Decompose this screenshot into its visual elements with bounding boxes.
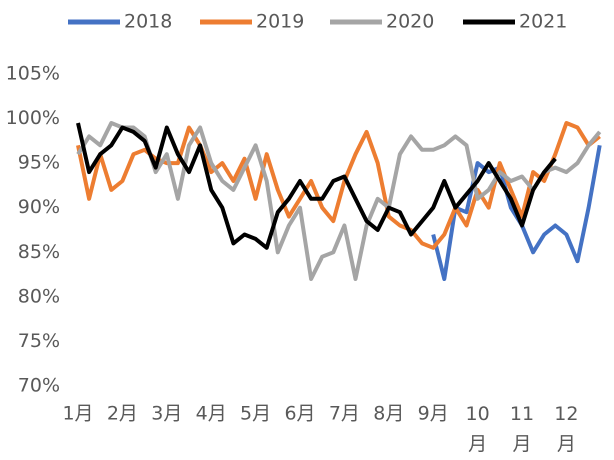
x-tick-label: 7月 <box>329 403 360 425</box>
x-tick-label: 10 月 <box>466 403 490 455</box>
x-tick-label: 4月 <box>196 403 227 425</box>
y-tick-label: 80% <box>18 285 60 307</box>
x-tick-label: 8月 <box>373 403 404 425</box>
x-tick-label: 6月 <box>284 403 315 425</box>
x-tick-label: 11 月 <box>510 403 534 455</box>
legend-label: 2020 <box>386 11 434 33</box>
x-tick-label: 1月 <box>62 403 93 425</box>
series-line <box>76 122 557 250</box>
y-tick-label: 70% <box>18 375 60 397</box>
y-tick-label: 85% <box>18 241 60 263</box>
x-tick-label-line: 月 <box>468 433 487 455</box>
legend-label: 2021 <box>519 11 567 33</box>
legend-label: 2018 <box>124 11 172 33</box>
series-line <box>76 121 602 281</box>
y-tick-label: 90% <box>18 196 60 218</box>
x-tick-label-line: 12 <box>554 403 578 425</box>
y-tick-label: 100% <box>6 107 60 129</box>
y-tick-label: 105% <box>6 63 60 85</box>
x-tick-label: 5月 <box>240 403 271 425</box>
x-tick-label-line: 11 <box>510 403 534 425</box>
y-tick-label: 95% <box>18 152 60 174</box>
x-tick-label-line: 10 <box>466 403 490 425</box>
x-tick-label: 12 月 <box>554 403 578 455</box>
series-line <box>76 121 601 250</box>
x-tick-label: 2月 <box>107 403 138 425</box>
x-tick-label: 9月 <box>418 403 449 425</box>
legend-label: 2019 <box>256 11 304 33</box>
y-tick-label: 75% <box>18 330 60 352</box>
x-tick-label: 3月 <box>151 403 182 425</box>
x-tick-label-line: 月 <box>557 433 576 455</box>
x-tick-label-line: 月 <box>512 433 531 455</box>
